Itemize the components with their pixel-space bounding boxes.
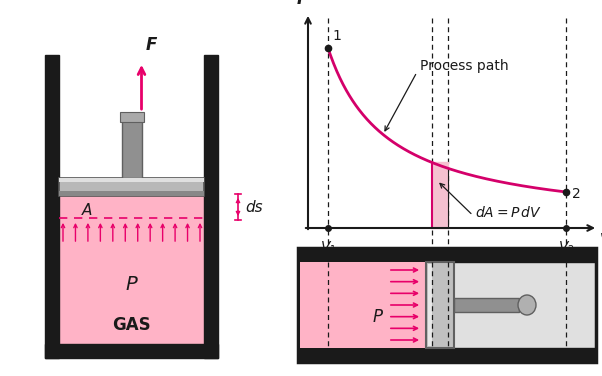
Polygon shape — [432, 162, 448, 228]
Bar — [298, 248, 596, 362]
Bar — [120, 112, 143, 122]
Bar — [428, 264, 432, 346]
Bar — [59, 178, 204, 196]
Text: V: V — [600, 232, 602, 250]
Bar — [45, 55, 59, 358]
Text: $A$: $A$ — [81, 202, 93, 218]
Bar — [204, 55, 218, 358]
Bar — [426, 262, 454, 348]
Text: P: P — [373, 308, 383, 326]
Text: 1: 1 — [332, 29, 341, 43]
Bar — [454, 298, 519, 312]
Bar — [45, 344, 218, 358]
Bar — [122, 118, 141, 178]
Text: Process path: Process path — [420, 59, 509, 73]
Text: $V_1$: $V_1$ — [320, 240, 337, 256]
Text: P: P — [297, 0, 309, 8]
Text: $dV$: $dV$ — [452, 247, 473, 261]
Bar — [59, 196, 204, 344]
Text: V: V — [600, 232, 602, 250]
Bar — [59, 178, 204, 182]
Ellipse shape — [518, 295, 536, 315]
Text: GAS: GAS — [112, 316, 151, 334]
Text: $dA = P\,dV$: $dA = P\,dV$ — [475, 205, 542, 220]
Text: ds: ds — [245, 200, 262, 214]
Text: P: P — [126, 276, 137, 294]
Bar — [59, 191, 204, 196]
Text: F: F — [146, 36, 157, 54]
Text: $V_2$: $V_2$ — [557, 240, 574, 256]
Bar — [298, 348, 596, 362]
Bar — [300, 262, 426, 348]
Bar — [298, 248, 596, 262]
Text: 2: 2 — [572, 187, 581, 201]
